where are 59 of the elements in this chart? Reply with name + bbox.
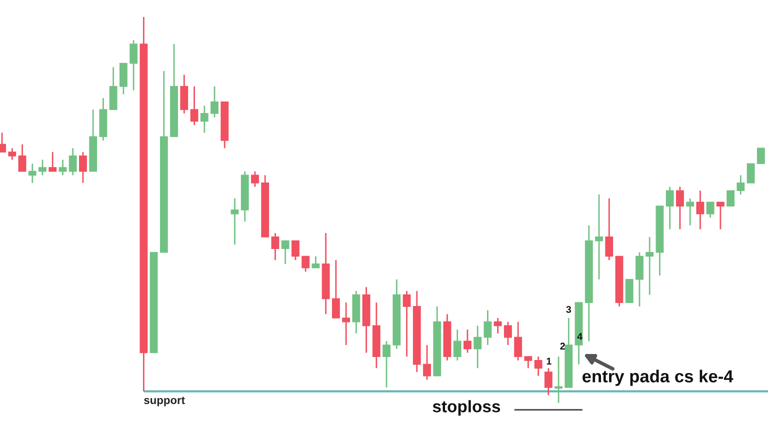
candlestick [382,340,390,388]
candlestick [281,240,290,265]
annotation: 3 [566,306,572,313]
candlestick [271,232,280,261]
candlestick [58,159,67,176]
candlestick [48,151,57,172]
candlestick [686,198,694,226]
annotation: stoploss [432,400,500,416]
candlestick [736,174,745,196]
candlestick [544,367,552,396]
candlestick [494,317,502,334]
candlestick [68,147,77,176]
candlestick [514,321,522,362]
candlestick [676,186,684,230]
candlestick [79,151,87,184]
annotation: entry pada cs ke-4 [582,370,734,386]
ref-line-label: support [144,396,185,406]
candlestick [38,159,46,176]
candlestick [423,344,431,380]
candlestick [605,198,614,261]
candlestick [200,105,208,134]
candlestick [726,190,735,206]
candlestick [402,290,411,358]
candlestick [8,147,16,160]
candlestick [484,310,492,346]
candlestick [130,39,138,91]
candlestick [524,356,532,369]
candlestick [230,198,239,246]
candlestick [28,162,36,184]
annotation: 1 [546,358,552,364]
candlestick [746,163,755,184]
candlestick [625,278,634,303]
candlestick [251,170,259,188]
candlestick [453,328,462,362]
annotation: 2 [560,342,565,350]
candlestick [210,86,218,118]
candlestick [119,62,128,95]
candlestick [464,328,472,354]
annotation: 4 [577,333,582,340]
candlestick [302,256,310,272]
candlestick [636,252,644,308]
candlestick [756,148,765,164]
candlestick [180,74,188,114]
candlestick [666,186,674,230]
candlestick [534,356,542,377]
candlestick [292,240,300,261]
candlestick [716,202,724,230]
candlestick [504,321,512,346]
candlestick [342,302,350,346]
candlestick [312,256,320,269]
candlestick [696,190,704,230]
candlestick [332,259,340,319]
candlestick [18,144,26,172]
candlestick [474,325,482,369]
candlestick [595,194,603,280]
candlestick [706,202,714,218]
candlestick [109,66,118,110]
candlestick [190,86,198,126]
candlestick [646,236,654,296]
